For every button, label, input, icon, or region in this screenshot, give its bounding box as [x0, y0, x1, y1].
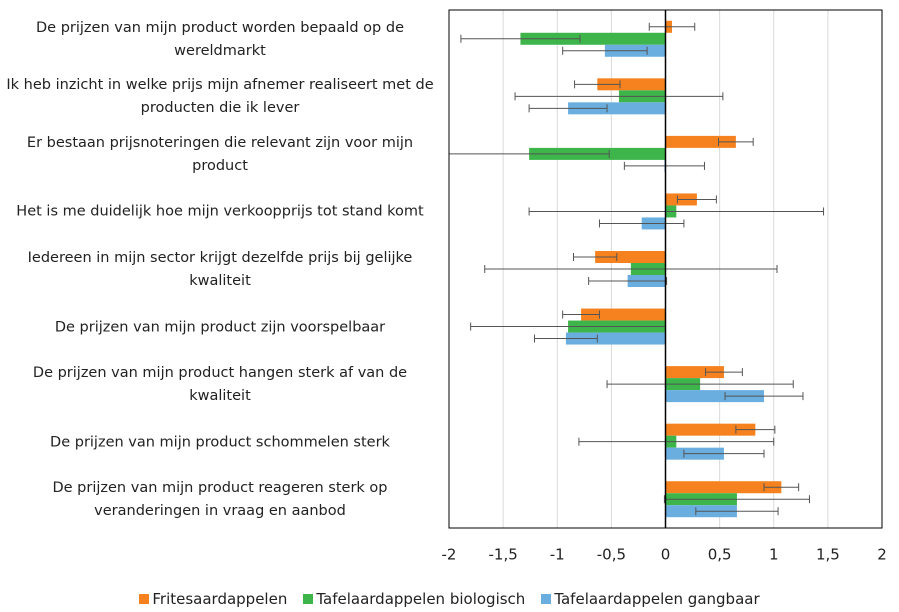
error-bar	[534, 334, 598, 343]
category-label: De prijzen van mijn product worden bepaa…	[36, 19, 404, 59]
category-label: De prijzen van mijn product hangen sterk…	[32, 365, 408, 405]
error-bar	[718, 137, 754, 146]
x-tick-label: 0	[661, 546, 671, 564]
bar	[595, 251, 666, 263]
error-bar	[663, 495, 810, 504]
legend-swatch	[541, 594, 552, 604]
bar	[665, 481, 782, 494]
category-label: De prijzen van mijn product zijn voorspe…	[54, 319, 386, 336]
error-bar	[695, 507, 779, 516]
category-label: Er bestaan prijsnoteringen die relevant …	[26, 134, 414, 174]
error-bar	[562, 310, 600, 319]
category-label: De prijzen van mijn product schommelen s…	[50, 434, 390, 451]
plot-border	[448, 9, 883, 529]
error-bar	[578, 437, 775, 446]
bar	[597, 78, 666, 91]
error-bar	[623, 161, 705, 170]
bar	[568, 102, 666, 115]
error-bar	[588, 277, 668, 285]
category-label: Het is me duidelijk hoe mijn verkoopprij…	[16, 203, 424, 220]
bar	[565, 332, 666, 345]
category-label: De prijzen van mijn product reageren ste…	[52, 480, 388, 520]
x-tick-label: 1	[769, 546, 779, 564]
error-bar	[528, 207, 825, 216]
legend-label: Tafelaardappelen gangbaar	[554, 590, 760, 608]
error-bar	[528, 104, 608, 113]
bar	[665, 423, 756, 436]
legend: Fritesaardappelen Tafelaardappelen biolog…	[0, 590, 899, 608]
legend-item: Fritesaardappelen	[139, 590, 287, 608]
error-bar	[763, 483, 800, 492]
error-bar	[460, 34, 581, 43]
error-bar	[562, 46, 648, 55]
bar	[665, 366, 724, 379]
x-tick-label: 2	[877, 546, 887, 564]
x-tick-label: -0,5	[597, 546, 626, 564]
bar	[665, 390, 765, 403]
error-bar	[484, 265, 778, 273]
bar	[520, 32, 666, 45]
legend-item: Tafelaardappelen gangbaar	[541, 590, 760, 608]
x-tick-label: 0,5	[708, 546, 732, 564]
error-bar	[735, 425, 776, 434]
x-tick-label: 1,5	[816, 546, 840, 564]
error-bar	[606, 380, 794, 389]
x-tick-label: -1	[550, 546, 565, 564]
legend-label: Tafelaardappelen biologisch	[316, 590, 526, 608]
error-bar	[705, 368, 743, 377]
legend-swatch	[139, 594, 150, 604]
legend-label: Fritesaardappelen	[152, 590, 288, 608]
error-bar	[648, 22, 696, 31]
error-bar	[724, 392, 804, 401]
category-label: Ik heb inzicht in welke prijs mijn afnem…	[6, 77, 434, 117]
legend-item: Tafelaardappelen biologisch	[303, 590, 525, 608]
error-bar	[676, 195, 717, 204]
error-bar	[683, 449, 765, 458]
legend-swatch	[303, 594, 314, 604]
bar	[581, 308, 666, 321]
error-bar	[514, 92, 724, 101]
error-bar	[574, 80, 621, 89]
error-bar	[598, 219, 685, 228]
error-bar	[572, 253, 618, 261]
x-tick-label: -2	[442, 546, 457, 564]
category-label: Iedereen in mijn sector krijgt dezelfde …	[27, 250, 413, 289]
x-tick-label: -1,5	[488, 546, 517, 564]
